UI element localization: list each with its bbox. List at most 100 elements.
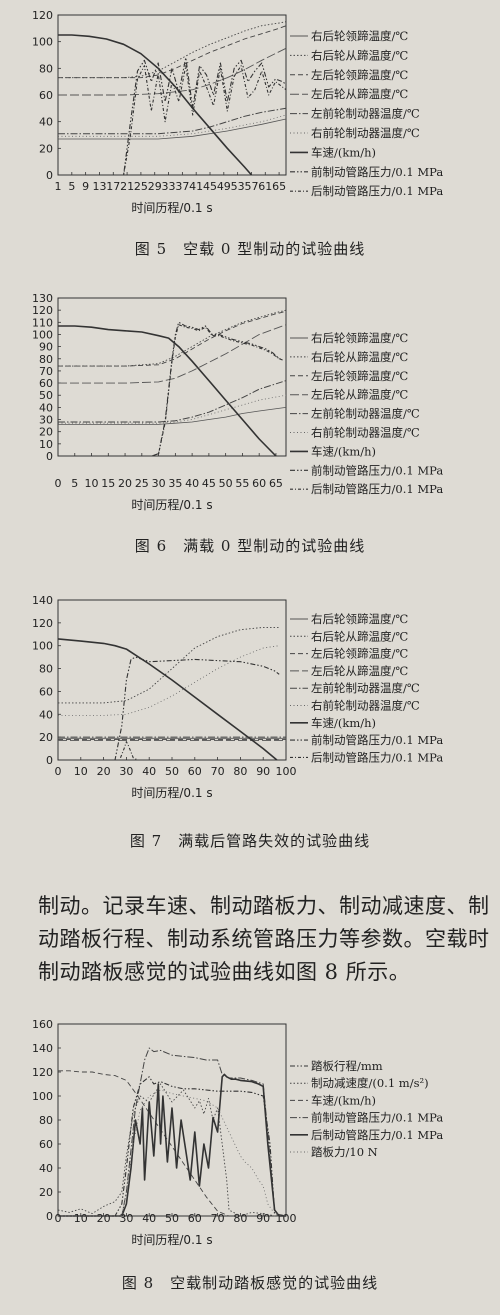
x-tick-label: 20 <box>118 477 132 490</box>
legend-entry: 车速/(km/h) <box>311 716 376 730</box>
legend-entry: 左后轮从蹄温度/℃ <box>311 388 408 402</box>
figure-8: 0 20 40 60 80 100 120 140 160 0 10 20 30 40 50 60 70 80 90… <box>0 1010 500 1260</box>
x-tick-label: 100 <box>276 765 297 778</box>
series-line <box>58 25 287 79</box>
y-tick-label: 40 <box>39 1162 53 1175</box>
x-axis-label: 时间历程/0.1 s <box>131 200 212 215</box>
x-tick-label: 90 <box>256 1212 270 1225</box>
figure-5-chart: 0 20 40 60 80 100 120 1 5 9 13 17 21 25 29 33 37 41 45 49 53… <box>32 9 443 215</box>
y-tick-label: 120 <box>32 1066 53 1079</box>
legend-entry: 左后轮领蹄温度/℃ <box>311 369 408 383</box>
x-tick-label: 20 <box>97 1212 111 1225</box>
body-paragraph: 制动。记录车速、制动踏板力、制动减速度、制动踏板行程、制动系统管路压力等参数。空… <box>38 894 490 984</box>
y-tick-label: 60 <box>39 89 53 102</box>
legend-entry: 左前轮制动器温度/℃ <box>311 681 420 695</box>
y-tick-label: 50 <box>39 389 53 402</box>
y-tick-label: 80 <box>39 62 53 75</box>
legend-entry: 右前轮制动器温度/℃ <box>311 426 420 440</box>
legend-entry: 踏板行程/mm <box>311 1059 383 1073</box>
legend-entry: 右后轮从蹄温度/℃ <box>311 629 408 643</box>
series-line <box>57 638 278 761</box>
series-line <box>58 310 287 367</box>
x-tick-label: 33 <box>162 180 176 193</box>
x-tick-label: 50 <box>219 477 233 490</box>
legend-entry: 右后轮从蹄温度/℃ <box>311 350 408 364</box>
x-tick-label: 70 <box>211 1212 225 1225</box>
y-tick-label: 60 <box>39 377 53 390</box>
x-tick-label: 9 <box>82 180 89 193</box>
figure-6: 0 10 20 30 40 50 60 70 80 90 100 110 120 130 0 5 10 15 20 2… <box>0 285 500 515</box>
legend-entry: 前制动管路压力/0.1 MPa <box>311 463 443 477</box>
legend-entry: 右前轮制动器温度/℃ <box>311 699 420 713</box>
x-tick-label: 0 <box>55 765 62 778</box>
legend-entry: 踏板力/10 N <box>311 1145 378 1159</box>
x-tick-label: 25 <box>135 477 149 490</box>
y-tick-label: 100 <box>32 328 53 341</box>
y-tick-label: 70 <box>39 365 53 378</box>
x-tick-label: 60 <box>252 477 266 490</box>
y-tick-label: 30 <box>39 414 53 427</box>
x-tick-label: 13 <box>92 180 106 193</box>
x-tick-label: 90 <box>256 765 270 778</box>
x-tick-label: 60 <box>188 1212 202 1225</box>
x-tick-label: 1 <box>55 180 62 193</box>
legend-entry: 前制动管路压力/0.1 MPa <box>311 1111 443 1125</box>
legend-entry: 后制动管路压力/0.1 MPa <box>311 750 443 764</box>
y-tick-label: 140 <box>32 1042 53 1055</box>
figure-8-caption: 图 8 空载制动踏板感觉的试验曲线 <box>121 1274 379 1292</box>
x-tick-label: 5 <box>71 477 78 490</box>
y-tick-label: 20 <box>39 731 53 744</box>
legend-entry: 右后轮领蹄温度/℃ <box>311 29 408 43</box>
legend-entry: 左前轮制动器温度/℃ <box>311 407 420 421</box>
series-line <box>58 1073 286 1217</box>
y-tick-label: 140 <box>32 594 53 607</box>
x-tick-label: 37 <box>175 180 189 193</box>
y-tick-label: 80 <box>39 353 53 366</box>
x-tick-label: 41 <box>189 180 203 193</box>
legend-entry: 右后轮领蹄温度/℃ <box>311 331 408 345</box>
x-tick-label: 0 <box>55 477 62 490</box>
y-tick-label: 120 <box>32 304 53 317</box>
y-tick-label: 160 <box>32 1018 53 1031</box>
series-line <box>58 324 287 384</box>
x-tick-label: 21 <box>120 180 134 193</box>
x-tick-label: 20 <box>97 765 111 778</box>
series-line <box>58 1076 287 1217</box>
plot-frame <box>57 14 287 176</box>
figure-7-chart: 0 20 40 60 80 100 120 140 0 10 20 30 40 50 60 70 80 90 100… <box>32 594 443 800</box>
y-tick-label: 120 <box>32 9 53 22</box>
x-axis-label: 时间历程/0.1 s <box>131 1232 212 1247</box>
y-tick-label: 100 <box>32 640 53 653</box>
y-tick-label: 0 <box>46 169 53 182</box>
x-tick-label: 55 <box>235 477 249 490</box>
series-line <box>58 645 280 716</box>
series-line <box>58 407 287 425</box>
legend-entry: 右后轮领蹄温度/℃ <box>311 612 408 626</box>
x-tick-label: 0 <box>55 1212 62 1225</box>
x-tick-label: 10 <box>74 1212 88 1225</box>
series-line <box>58 107 287 135</box>
x-tick-label: 65 <box>269 477 283 490</box>
x-tick-label: 17 <box>106 180 120 193</box>
y-tick-label: 40 <box>39 116 53 129</box>
series-line <box>58 394 287 424</box>
legend-entry: 右前轮制动器温度/℃ <box>311 126 420 140</box>
x-tick-label: 57 <box>244 180 258 193</box>
series-line <box>58 321 283 457</box>
x-tick-label: 30 <box>119 1212 133 1225</box>
series-line <box>58 118 287 140</box>
x-tick-label: 40 <box>185 477 199 490</box>
y-tick-label: 10 <box>39 438 53 451</box>
x-tick-label: 5 <box>68 180 75 193</box>
x-tick-label: 50 <box>165 765 179 778</box>
y-tick-label: 100 <box>32 1090 53 1103</box>
series-line <box>58 324 283 457</box>
figure-5-caption: 图 5 空载 0 型制动的试验曲线 <box>134 240 366 258</box>
series-line <box>58 1070 230 1217</box>
figure-7: 0 20 40 60 80 100 120 140 0 10 20 30 40 50 60 70 80 90 100… <box>0 588 500 813</box>
x-axis-label: 时间历程/0.1 s <box>131 497 212 512</box>
series-line <box>58 34 253 176</box>
x-tick-label: 29 <box>148 180 162 193</box>
legend-entry: 车速/(km/h) <box>311 1093 376 1107</box>
